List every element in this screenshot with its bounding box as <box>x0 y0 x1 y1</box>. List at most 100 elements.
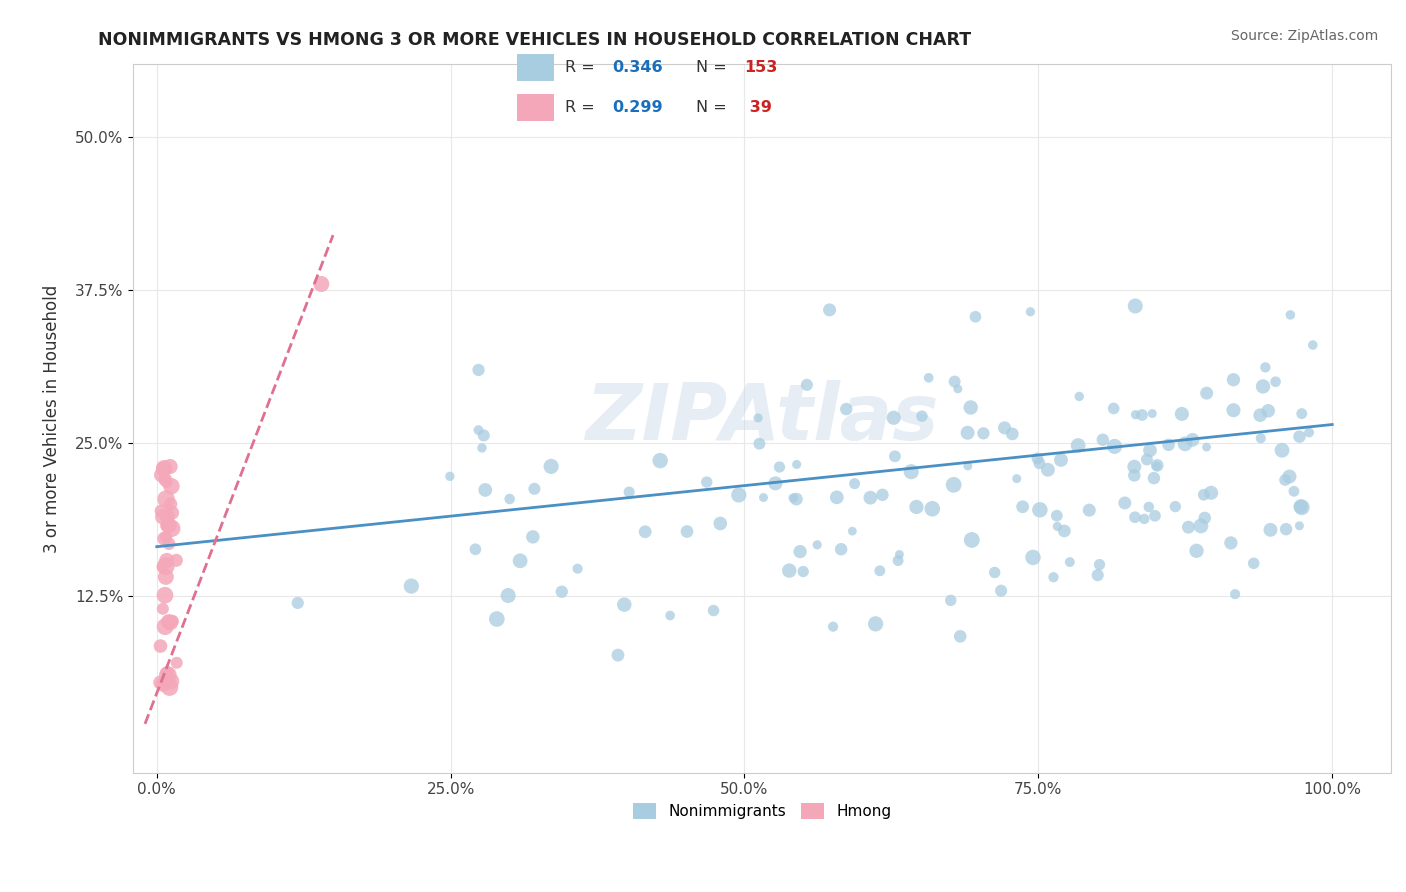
Point <box>1036 463 1059 477</box>
Point <box>1291 500 1313 515</box>
Point <box>287 596 309 610</box>
Point <box>1001 426 1024 441</box>
Point <box>152 677 174 691</box>
Text: NONIMMIGRANTS VS HMONG 3 OR MORE VEHICLES IN HOUSEHOLD CORRELATION CHART: NONIMMIGRANTS VS HMONG 3 OR MORE VEHICLE… <box>98 31 972 49</box>
Point <box>1087 568 1109 582</box>
Point <box>1181 433 1204 447</box>
Point <box>1275 522 1298 536</box>
Point <box>841 524 863 538</box>
Point <box>162 614 184 628</box>
Point <box>869 564 891 578</box>
Point <box>498 491 520 506</box>
Text: N =: N = <box>696 100 733 115</box>
Point <box>1278 469 1301 483</box>
Point <box>859 491 882 505</box>
Point <box>152 461 174 475</box>
Point <box>523 482 546 496</box>
Point <box>727 488 749 502</box>
Point <box>782 491 804 505</box>
Point <box>1223 587 1246 601</box>
Point <box>1053 524 1076 538</box>
Point <box>1282 484 1305 499</box>
Point <box>1046 519 1069 533</box>
Point <box>156 665 179 680</box>
Point <box>1050 453 1073 467</box>
Point <box>474 483 496 497</box>
Point <box>796 377 818 392</box>
Point <box>1174 437 1197 451</box>
Point <box>156 475 179 489</box>
Point <box>1249 408 1271 422</box>
Point <box>1104 439 1126 453</box>
Text: 153: 153 <box>744 60 778 75</box>
Point <box>152 559 174 574</box>
Point <box>786 458 808 472</box>
Point <box>785 492 807 507</box>
Point <box>634 524 657 539</box>
Point <box>1171 407 1194 421</box>
Point <box>1123 468 1146 483</box>
Point <box>464 542 486 557</box>
Point <box>1011 500 1033 514</box>
Point <box>789 544 811 558</box>
Point <box>496 589 519 603</box>
Point <box>606 648 628 662</box>
Point <box>149 675 172 690</box>
Point <box>844 476 866 491</box>
Point <box>1088 558 1111 572</box>
Point <box>152 601 174 615</box>
Point <box>659 608 682 623</box>
Point <box>153 532 176 546</box>
Point <box>1022 550 1045 565</box>
Point <box>156 668 179 682</box>
Point <box>1046 508 1069 523</box>
Point <box>1164 500 1187 514</box>
Point <box>160 506 183 520</box>
Point <box>1139 443 1161 458</box>
Point <box>972 426 994 441</box>
Point <box>1291 407 1313 421</box>
Point <box>768 460 790 475</box>
Point <box>485 612 508 626</box>
FancyBboxPatch shape <box>517 94 554 120</box>
Point <box>1078 503 1101 517</box>
Point <box>467 423 489 437</box>
Point <box>401 579 423 593</box>
Point <box>900 465 922 479</box>
Point <box>956 458 979 473</box>
Point <box>1042 570 1064 584</box>
Point <box>159 497 181 511</box>
Point <box>884 450 907 464</box>
Point <box>883 410 905 425</box>
Point <box>551 584 574 599</box>
Point <box>1028 456 1050 470</box>
Point <box>703 603 725 617</box>
Point <box>956 425 979 440</box>
Point <box>1136 452 1159 467</box>
Point <box>155 491 177 506</box>
Point <box>467 363 489 377</box>
Point <box>1251 379 1274 393</box>
Point <box>165 553 187 567</box>
Point <box>1222 373 1244 387</box>
Point <box>1123 459 1146 474</box>
Point <box>1271 443 1294 458</box>
Point <box>1123 510 1146 524</box>
Point <box>865 616 887 631</box>
Point <box>778 564 800 578</box>
Point <box>983 566 1005 580</box>
Point <box>1195 386 1218 401</box>
Point <box>1146 458 1168 473</box>
Point <box>1005 472 1028 486</box>
Point <box>1302 338 1324 352</box>
Point <box>509 554 531 568</box>
Point <box>155 570 177 584</box>
Point <box>748 436 770 450</box>
Text: R =: R = <box>565 60 599 75</box>
Point <box>1260 523 1282 537</box>
Point <box>990 583 1012 598</box>
Point <box>939 593 962 607</box>
Legend: Nonimmigrants, Hmong: Nonimmigrants, Hmong <box>627 797 897 825</box>
Point <box>823 620 845 634</box>
Point <box>696 475 718 489</box>
